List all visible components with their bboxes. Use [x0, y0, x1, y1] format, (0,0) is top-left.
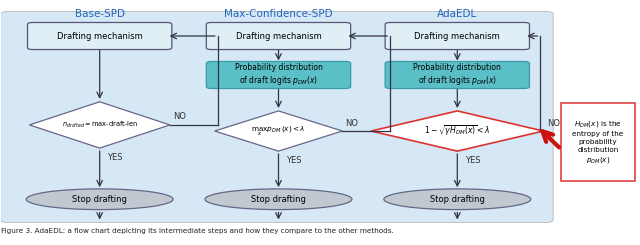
- Text: Stop drafting: Stop drafting: [251, 195, 306, 204]
- Text: $\max_x p_{DM}(x) < \lambda$: $\max_x p_{DM}(x) < \lambda$: [252, 124, 306, 138]
- Text: YES: YES: [465, 156, 481, 165]
- Ellipse shape: [205, 189, 352, 209]
- Text: AdaEDL: AdaEDL: [437, 9, 477, 19]
- Text: $n_{drafted}=$max-draft-len: $n_{drafted}=$max-draft-len: [61, 120, 138, 130]
- Text: Figure 3. AdaEDL: a flow chart depicting its intermediate steps and how they com: Figure 3. AdaEDL: a flow chart depicting…: [1, 229, 394, 234]
- Text: YES: YES: [108, 153, 123, 162]
- Text: NO: NO: [346, 119, 358, 128]
- Text: $1 - \sqrt{\gamma H_{DM}(x)} < \lambda$: $1 - \sqrt{\gamma H_{DM}(x)} < \lambda$: [424, 124, 491, 138]
- Text: Drafting mechanism: Drafting mechanism: [57, 32, 143, 40]
- Polygon shape: [29, 102, 170, 148]
- Text: Probability distribution
of draft logits $p_{DM}(x)$: Probability distribution of draft logits…: [413, 63, 501, 87]
- Text: Probability distribution
of draft logits $p_{DM}(x)$: Probability distribution of draft logits…: [234, 63, 323, 87]
- Bar: [561, 103, 634, 181]
- Text: Drafting mechanism: Drafting mechanism: [236, 32, 321, 40]
- Polygon shape: [214, 111, 342, 151]
- Text: Stop drafting: Stop drafting: [430, 195, 484, 204]
- FancyBboxPatch shape: [385, 61, 529, 88]
- Text: NO: NO: [173, 112, 186, 121]
- Text: Max-Confidence-SPD: Max-Confidence-SPD: [224, 9, 333, 19]
- Text: YES: YES: [286, 156, 301, 165]
- FancyBboxPatch shape: [206, 23, 351, 49]
- FancyBboxPatch shape: [206, 61, 351, 88]
- FancyBboxPatch shape: [28, 23, 172, 49]
- Ellipse shape: [26, 189, 173, 209]
- FancyBboxPatch shape: [1, 12, 553, 222]
- Text: Base-SPD: Base-SPD: [75, 9, 125, 19]
- Text: NO: NO: [547, 119, 560, 128]
- Ellipse shape: [384, 189, 531, 209]
- Text: $H_{DM}(x)$ is the
entropy of the
probability
distribution
$p_{DM}(x)$: $H_{DM}(x)$ is the entropy of the probab…: [572, 119, 623, 165]
- Polygon shape: [371, 111, 543, 151]
- Text: Stop drafting: Stop drafting: [72, 195, 127, 204]
- FancyBboxPatch shape: [385, 23, 529, 49]
- Text: Drafting mechanism: Drafting mechanism: [415, 32, 500, 40]
